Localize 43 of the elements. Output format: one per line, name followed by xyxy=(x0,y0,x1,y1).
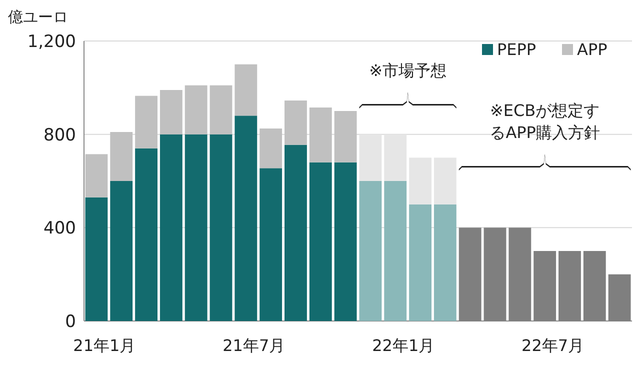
bar xyxy=(409,204,432,321)
x-tick-label: 21年1月 xyxy=(73,336,136,355)
bar xyxy=(309,108,332,162)
x-tick-label: 21年7月 xyxy=(222,336,286,355)
bar xyxy=(434,204,456,321)
bar xyxy=(135,96,158,148)
y-tick-label: 0 xyxy=(65,312,76,332)
bar xyxy=(210,134,232,321)
bar xyxy=(160,90,182,134)
bar xyxy=(309,162,332,321)
y-axis-title: 億ユーロ xyxy=(8,8,68,26)
bar xyxy=(234,116,258,321)
bar xyxy=(234,64,258,116)
y-tick-label: 1,200 xyxy=(27,32,76,52)
legend-label: PEPP xyxy=(497,40,536,59)
bar xyxy=(260,168,282,321)
bar xyxy=(334,111,357,162)
x-tick-label: 22年7月 xyxy=(522,336,584,355)
bar xyxy=(409,158,432,204)
y-tick-label: 400 xyxy=(44,218,76,239)
bar xyxy=(85,154,108,198)
bar xyxy=(359,181,382,321)
bar xyxy=(384,181,407,321)
legend-label: APP xyxy=(577,40,608,59)
bar xyxy=(184,134,208,321)
bar xyxy=(135,148,158,321)
bar xyxy=(260,128,282,168)
bar xyxy=(359,134,382,181)
bar xyxy=(284,100,307,145)
bar xyxy=(434,158,456,204)
bar xyxy=(284,144,307,321)
y-tick-label: 800 xyxy=(44,125,76,146)
annotation: ※ECBが想定するAPP購入方針 xyxy=(490,101,600,142)
bar xyxy=(85,197,108,321)
bar xyxy=(334,162,357,321)
bar xyxy=(184,85,208,134)
bar xyxy=(110,181,133,321)
x-tick-label: 22年1月 xyxy=(372,336,435,355)
bar xyxy=(210,85,232,134)
bar xyxy=(110,132,133,181)
annotation: ※市場予想 xyxy=(369,61,447,80)
bar xyxy=(160,134,182,321)
bar xyxy=(384,134,407,181)
